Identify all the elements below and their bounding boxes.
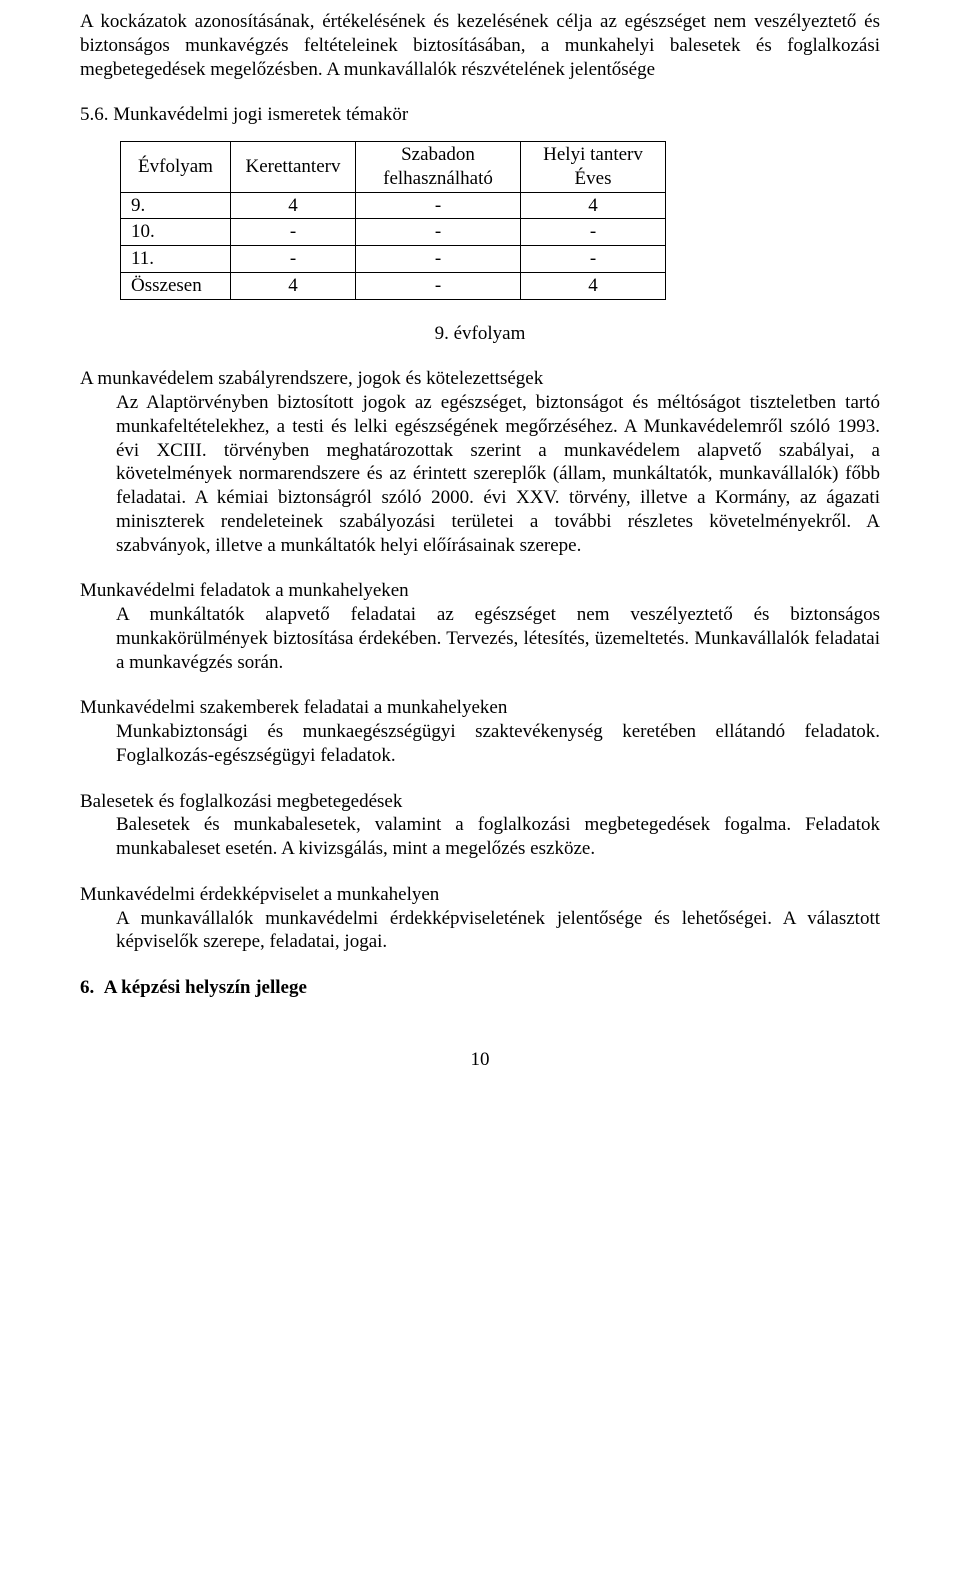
- section-body: Az Alaptörvényben biztosított jogok az e…: [116, 391, 880, 557]
- heading-5-6: 5.6. Munkavédelmi jogi ismeretek témakör: [80, 103, 880, 127]
- table-row: 10. - - -: [121, 219, 666, 246]
- cell: 4: [521, 272, 666, 299]
- cell: 10.: [121, 219, 231, 246]
- section-heading: A munkavédelem szabályrendszere, jogok é…: [80, 367, 880, 391]
- th-szabadon-l1: Szabadon: [401, 144, 475, 165]
- cell: 11.: [121, 246, 231, 273]
- section-4: Balesetek és foglalkozási megbetegedések…: [80, 790, 880, 861]
- th-szabadon: Szabadon felhasználható: [356, 142, 521, 193]
- heading-6: 6. A képzési helyszín jellege: [80, 976, 880, 1000]
- curriculum-table: Évfolyam Kerettanterv Szabadon felhaszná…: [120, 141, 666, 300]
- table-container: Évfolyam Kerettanterv Szabadon felhaszná…: [120, 141, 880, 300]
- page-number: 10: [80, 1048, 880, 1072]
- table-row: Összesen 4 - 4: [121, 272, 666, 299]
- table-row: 9. 4 - 4: [121, 192, 666, 219]
- table-row: 11. - - -: [121, 246, 666, 273]
- th-szabadon-l2: felhasználható: [383, 168, 493, 189]
- section-heading: Balesetek és foglalkozási megbetegedések: [80, 790, 880, 814]
- section-heading: Munkavédelmi érdekképviselet a munkahely…: [80, 883, 880, 907]
- section-heading: Munkavédelmi szakemberek feladatai a mun…: [80, 696, 880, 720]
- th-helyi-l2: Éves: [575, 168, 612, 189]
- heading-6-text: 6. A képzési helyszín jellege: [80, 977, 307, 998]
- table-header-row: Évfolyam Kerettanterv Szabadon felhaszná…: [121, 142, 666, 193]
- section-body: A munkavállalók munkavédelmi érdekképvis…: [116, 907, 880, 955]
- section-2: Munkavédelmi feladatok a munkahelyeken A…: [80, 579, 880, 674]
- cell: -: [231, 246, 356, 273]
- th-evfolyam: Évfolyam: [121, 142, 231, 193]
- cell: -: [231, 219, 356, 246]
- intro-paragraph: A kockázatok azonosításának, értékelésén…: [80, 10, 880, 81]
- section-body: Munkabiztonsági és munkaegészségügyi sza…: [116, 720, 880, 768]
- cell: 4: [231, 192, 356, 219]
- grade-line: 9. évfolyam: [80, 322, 880, 346]
- th-helyi: Helyi tanterv Éves: [521, 142, 666, 193]
- section-heading: Munkavédelmi feladatok a munkahelyeken: [80, 579, 880, 603]
- cell: -: [521, 246, 666, 273]
- section-5: Munkavédelmi érdekképviselet a munkahely…: [80, 883, 880, 954]
- th-helyi-l1: Helyi tanterv: [543, 144, 643, 165]
- cell: Összesen: [121, 272, 231, 299]
- cell: -: [356, 246, 521, 273]
- cell: -: [521, 219, 666, 246]
- cell: 4: [521, 192, 666, 219]
- cell: 9.: [121, 192, 231, 219]
- cell: -: [356, 272, 521, 299]
- section-3: Munkavédelmi szakemberek feladatai a mun…: [80, 696, 880, 767]
- section-body: A munkáltatók alapvető feladatai az egés…: [116, 603, 880, 674]
- cell: 4: [231, 272, 356, 299]
- section-body: Balesetek és munkabalesetek, valamint a …: [116, 813, 880, 861]
- cell: -: [356, 219, 521, 246]
- section-1: A munkavédelem szabályrendszere, jogok é…: [80, 367, 880, 557]
- th-kerettanterv: Kerettanterv: [231, 142, 356, 193]
- cell: -: [356, 192, 521, 219]
